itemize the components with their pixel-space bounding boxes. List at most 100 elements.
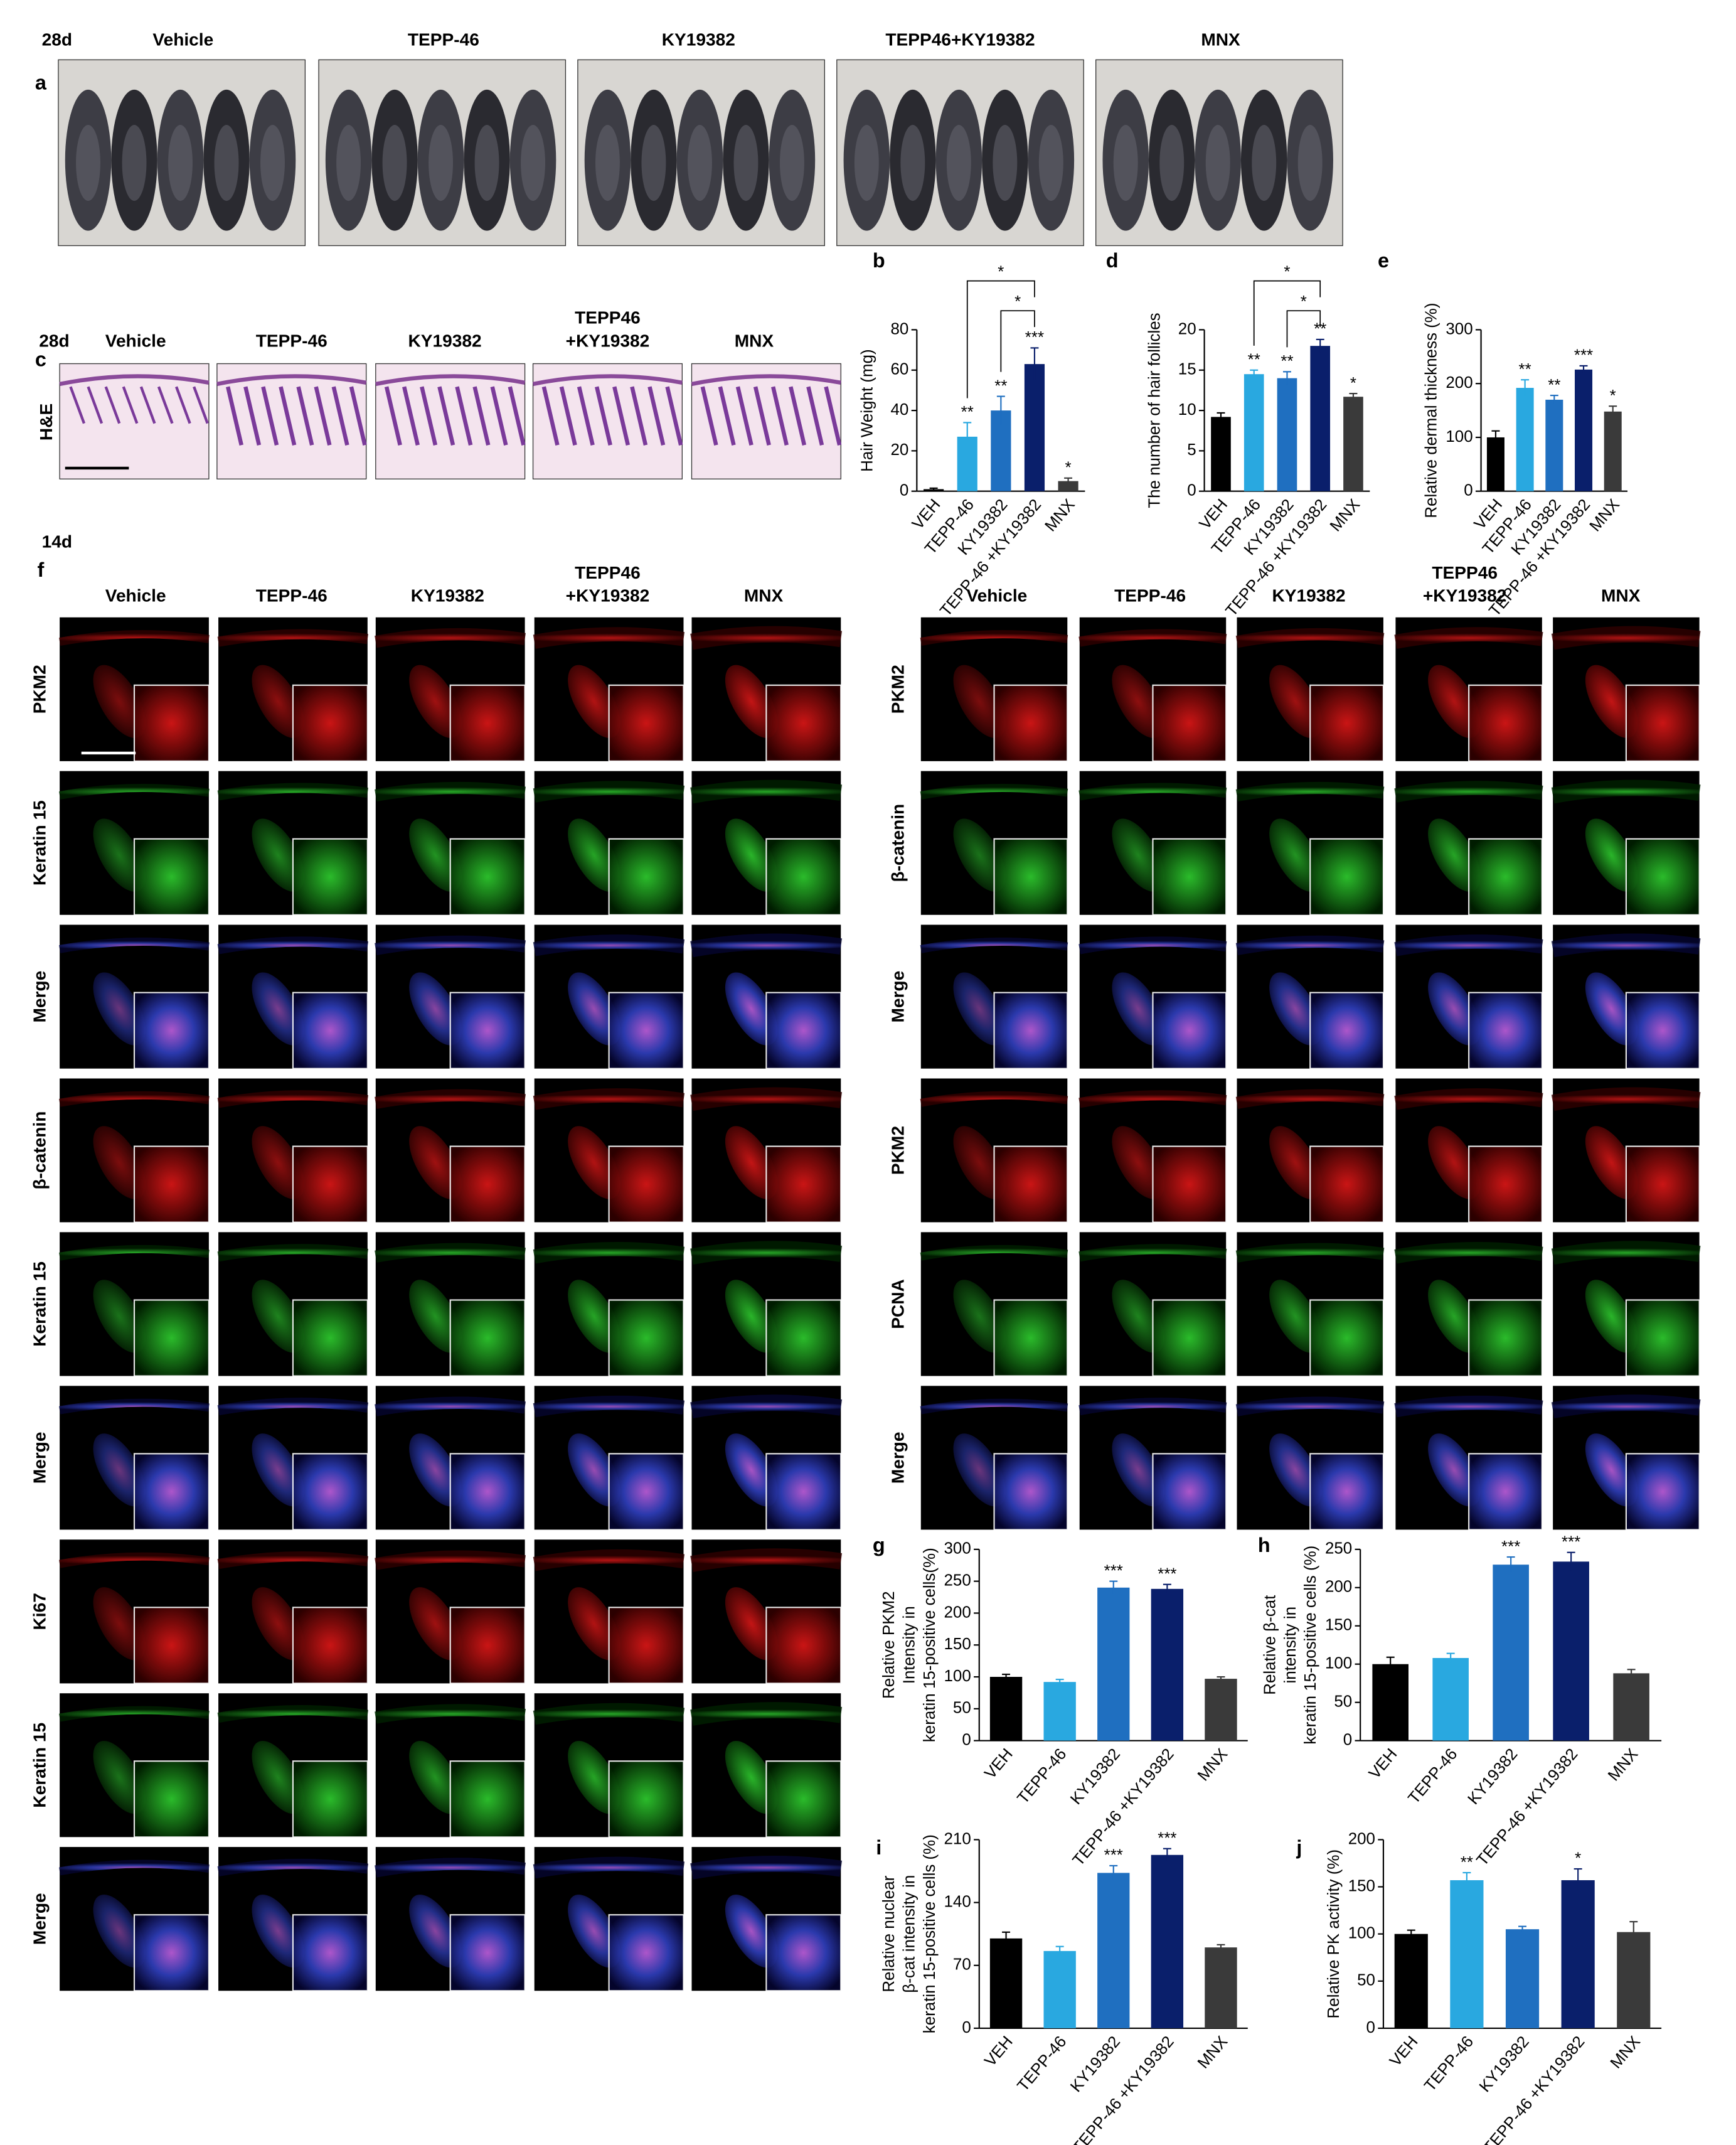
tissue-layer (1551, 626, 1701, 650)
follicle (1269, 818, 1322, 892)
row-label: Keratin 15 (29, 800, 49, 885)
tissue-layer (1078, 1244, 1227, 1262)
follicle (122, 386, 139, 424)
follicle (1269, 972, 1322, 1046)
tissue-layer (58, 1552, 210, 1568)
fluorescence-image (1235, 1078, 1385, 1223)
follicle (409, 1433, 462, 1507)
tissue-layer (533, 1395, 685, 1418)
significance: * (1065, 459, 1072, 477)
mouse-back (76, 125, 100, 201)
mouse-back (733, 125, 759, 201)
tissue-layer (1394, 627, 1543, 649)
y-tick-label: 50 (1357, 1972, 1375, 1989)
y-axis-label: intensity in (1282, 1607, 1299, 1684)
inset (133, 838, 210, 916)
follicle (824, 386, 842, 446)
inset (133, 1145, 210, 1223)
mouse-back (1113, 125, 1138, 201)
bar (1604, 411, 1622, 491)
fluorescence-image (533, 771, 685, 916)
inset (608, 1299, 684, 1377)
fluorescence-image (375, 1847, 526, 1992)
tissue-layer (375, 1550, 526, 1570)
mouse-back (214, 125, 239, 201)
follicle (252, 1587, 304, 1661)
follicle (725, 1587, 778, 1661)
tissue-layer (58, 630, 210, 646)
follicle (1112, 972, 1164, 1046)
significance: *** (1501, 1538, 1520, 1556)
follicle (69, 386, 86, 424)
follicle (568, 972, 620, 1046)
bar (1493, 1565, 1529, 1741)
mouse-back (641, 125, 666, 201)
y-tick-label: 20 (890, 441, 908, 459)
column-header: +KY19382 (566, 331, 650, 350)
fluorescence-image (920, 1078, 1068, 1223)
tissue-layer (920, 1091, 1068, 1107)
follicle (541, 386, 560, 446)
row-label: β-catenin (29, 1111, 49, 1190)
bar (1486, 437, 1504, 491)
follicle (568, 1280, 620, 1353)
follicle (725, 1894, 778, 1968)
inset (1468, 684, 1543, 762)
y-tick-label: 0 (900, 482, 908, 500)
follicle (1428, 1433, 1481, 1507)
column-header: KY19382 (662, 29, 735, 49)
mouse-photo (58, 59, 306, 247)
tissue-layer (533, 1703, 685, 1725)
column-header: TEPP-46 (1114, 586, 1186, 606)
tissue-layer (58, 784, 210, 800)
y-tick-label: 300 (1446, 320, 1472, 338)
follicle (93, 1433, 146, 1507)
tissue-layer (1394, 1241, 1543, 1264)
tissue-layer (533, 1241, 685, 1264)
inset (449, 1760, 526, 1838)
panel-letter: d (1106, 249, 1119, 272)
inset (1152, 1299, 1227, 1377)
time-label: 28d (42, 29, 72, 49)
bar (1205, 1947, 1237, 2028)
fluorescence-image (375, 1539, 526, 1684)
y-tick-label: 15 (1178, 361, 1196, 378)
y-tick-label: 300 (944, 1540, 971, 1558)
column-header: KY19382 (1272, 586, 1345, 606)
inset (292, 1760, 368, 1838)
follicle (725, 1126, 778, 1199)
inset (1309, 838, 1385, 916)
bar (1151, 1588, 1184, 1741)
y-tick-label: 70 (953, 1956, 971, 1974)
row-label: β-catenin (888, 804, 908, 882)
x-tick-label: MNX (1195, 1745, 1231, 1784)
follicle (1585, 1433, 1638, 1507)
fluorescence-image (1235, 617, 1385, 762)
x-tick-label: TEPP-46 (1014, 1745, 1070, 1807)
follicle (93, 972, 146, 1046)
column-header: TEPP-46 (256, 586, 327, 606)
he-image (532, 363, 683, 479)
follicle (953, 1280, 1006, 1353)
y-axis-label: Relative nuclear (880, 1875, 898, 1992)
comparison-label: * (1014, 293, 1021, 311)
tissue-layer (217, 783, 368, 801)
fluorescence-image (1394, 1386, 1543, 1531)
inset (1468, 992, 1543, 1069)
follicle (568, 818, 620, 892)
tissue-layer (217, 1551, 368, 1570)
significance: *** (1562, 1533, 1580, 1551)
inset (449, 838, 526, 916)
y-tick-label: 0 (1187, 482, 1196, 500)
tissue-layer (690, 1856, 843, 1880)
fluorescence-image (920, 924, 1068, 1069)
tissue-layer (1394, 1088, 1543, 1110)
fluorescence-image (1078, 1232, 1227, 1377)
x-tick-label: KY19382 (1067, 2033, 1124, 2095)
fluorescence-image (690, 771, 843, 916)
fluorescence-image (690, 1232, 843, 1377)
follicle (104, 386, 121, 424)
follicle (402, 386, 420, 446)
mouse-back (779, 125, 804, 201)
inset (765, 992, 842, 1069)
